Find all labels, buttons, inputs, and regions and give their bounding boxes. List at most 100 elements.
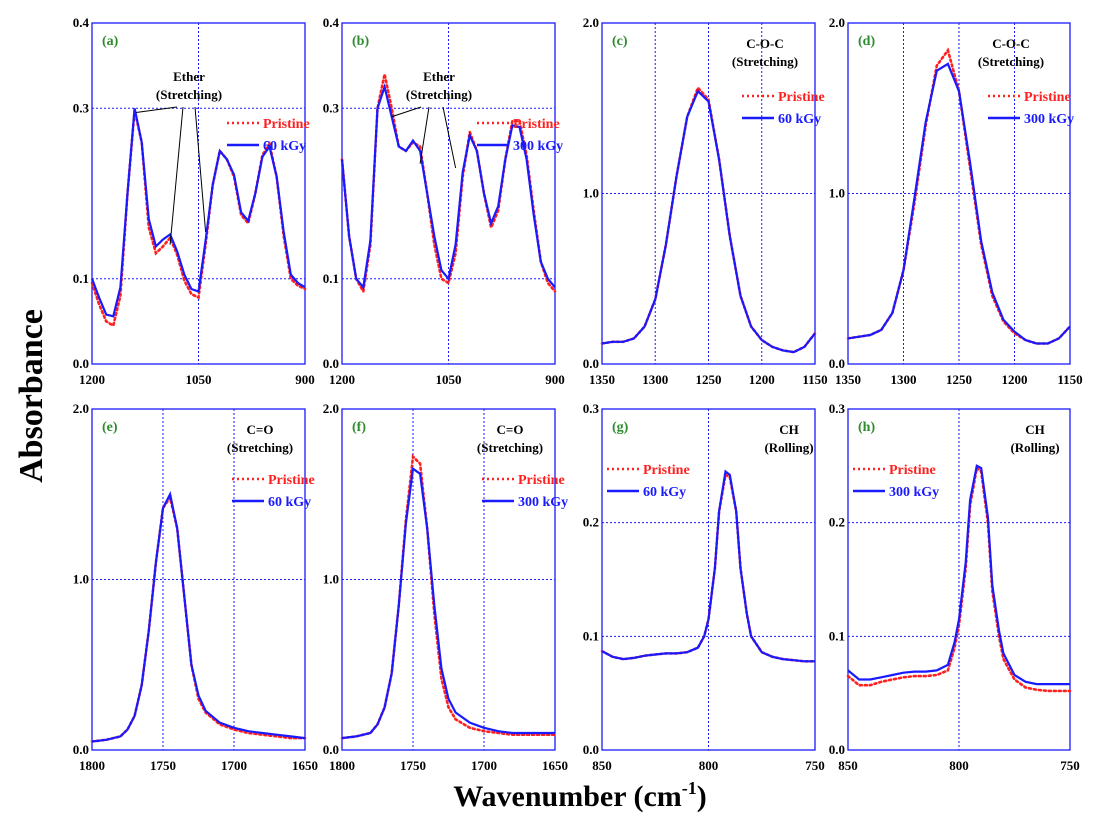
y-tick-label: 1.0 bbox=[323, 572, 339, 587]
x-tick-label: 1200 bbox=[1002, 372, 1028, 387]
x-tick-label: 1700 bbox=[471, 758, 497, 773]
y-tick-label: 1.0 bbox=[583, 186, 599, 201]
x-tick-label: 1150 bbox=[802, 372, 827, 387]
annotation-text: C-O-C bbox=[746, 36, 784, 51]
legend-label-irradiated: 60 kGy bbox=[263, 139, 306, 154]
x-axis-title-main: Wavenumber (cm bbox=[453, 780, 682, 813]
annotation-text: (Rolling) bbox=[764, 440, 813, 455]
x-tick-label: 850 bbox=[838, 758, 858, 773]
plot-frame bbox=[341, 22, 556, 365]
x-tick-label: 750 bbox=[805, 758, 825, 773]
legend-label-pristine: Pristine bbox=[518, 473, 565, 488]
y-tick-label: 0.3 bbox=[323, 100, 340, 115]
legend-label-pristine: Pristine bbox=[513, 117, 560, 132]
x-tick-label: 1350 bbox=[835, 372, 861, 387]
series-line-irradiated bbox=[91, 491, 306, 743]
plot-frame bbox=[601, 408, 816, 751]
legend-label-pristine: Pristine bbox=[778, 90, 825, 105]
legend-label-pristine: Pristine bbox=[643, 463, 690, 478]
legend-label-irradiated: 300 kGy bbox=[513, 139, 563, 154]
series-line-irradiated bbox=[90, 108, 306, 318]
panel-label: (f) bbox=[352, 420, 366, 435]
series-line-irradiated bbox=[341, 466, 555, 740]
series-line-irradiated bbox=[340, 82, 556, 290]
y-tick-label: 2.0 bbox=[583, 15, 599, 30]
x-tick-label: 1250 bbox=[696, 372, 722, 387]
x-tick-label: 1200 bbox=[79, 372, 105, 387]
panel-e: 1800 1750 1700 1650 0.0 1.0 2.0 (e) C=O (Stretchi… bbox=[73, 401, 318, 773]
annotation-text: C=O bbox=[247, 422, 274, 437]
x-tick-label: 1250 bbox=[946, 372, 972, 387]
y-tick-label: 0.1 bbox=[583, 628, 599, 643]
annotation-text: (Stretching) bbox=[227, 440, 293, 455]
x-tick-label: 1800 bbox=[79, 758, 105, 773]
annotation-text: (Rolling) bbox=[1010, 440, 1059, 455]
annotation-text: CH bbox=[779, 422, 799, 437]
plot-frame bbox=[847, 22, 1071, 365]
x-tick-label: 1200 bbox=[329, 372, 355, 387]
legend-label-irradiated: 60 kGy bbox=[268, 495, 311, 510]
panel-label: (d) bbox=[858, 34, 875, 49]
x-tick-label: 1150 bbox=[1057, 372, 1082, 387]
y-tick-label: 0.0 bbox=[583, 742, 599, 757]
legend-label-pristine: Pristine bbox=[268, 473, 315, 488]
annotation-leader-line bbox=[419, 106, 430, 164]
x-tick-label: 900 bbox=[295, 372, 315, 387]
series-line-irradiated bbox=[601, 89, 816, 354]
x-axis-title-sup: -1 bbox=[682, 778, 697, 798]
x-axis-title: Wavenumber (cm-1) bbox=[453, 778, 707, 813]
y-tick-label: 0.3 bbox=[829, 401, 846, 416]
y-tick-label: 0.0 bbox=[829, 742, 845, 757]
y-tick-label: 0.2 bbox=[583, 515, 599, 530]
annotation-text: (Stretching) bbox=[156, 87, 222, 102]
series-line-irradiated bbox=[847, 464, 1070, 686]
legend-label-pristine: Pristine bbox=[889, 463, 936, 478]
panel-g: 850 800 750 0.0 0.1 0.2 0.3 (g) CH (Rolling) Prist… bbox=[583, 401, 825, 773]
series-line-irradiated bbox=[847, 62, 1071, 345]
plot-frame bbox=[847, 408, 1071, 751]
panel-f: 1800 1750 1700 1650 0.0 1.0 2.0 (f) C=O (Stretchi… bbox=[323, 401, 568, 773]
y-tick-label: 2.0 bbox=[829, 15, 845, 30]
annotation-text: C=O bbox=[497, 422, 524, 437]
panel-label: (h) bbox=[858, 420, 875, 435]
y-tick-label: 0.4 bbox=[73, 15, 90, 30]
y-tick-label: 0.4 bbox=[323, 15, 340, 30]
x-tick-label: 1650 bbox=[292, 758, 318, 773]
y-tick-label: 0.0 bbox=[73, 742, 89, 757]
panel-label: (e) bbox=[102, 420, 118, 435]
legend-label-irradiated: 60 kGy bbox=[778, 112, 821, 127]
x-tick-label: 1750 bbox=[150, 758, 176, 773]
annotation-text: (Stretching) bbox=[477, 440, 543, 455]
panels-group: 1200 1050 900 0.0 0.1 0.3 0.4 (a) Ether (Stretchi… bbox=[73, 15, 1083, 773]
x-tick-label: 1350 bbox=[589, 372, 615, 387]
x-tick-label: 1300 bbox=[642, 372, 668, 387]
panel-b: 1200 1050 900 0.0 0.1 0.3 0.4 (b) Ether (Stretchi… bbox=[323, 15, 565, 387]
panel-d: 1350 1300 1250 1200 1150 0.0 1.0 2.0 (d) C-O-C (St… bbox=[829, 15, 1083, 387]
y-axis-title: Absorbance bbox=[13, 309, 50, 483]
x-tick-label: 750 bbox=[1060, 758, 1080, 773]
x-tick-label: 850 bbox=[592, 758, 612, 773]
legend-label-pristine: Pristine bbox=[263, 117, 310, 132]
x-tick-label: 900 bbox=[545, 372, 565, 387]
y-tick-label: 0.0 bbox=[73, 356, 89, 371]
panel-label: (b) bbox=[352, 34, 369, 49]
annotation-leader-line bbox=[391, 106, 422, 118]
plot-frame bbox=[341, 408, 556, 751]
y-tick-label: 0.3 bbox=[583, 401, 600, 416]
annotation-leader-line bbox=[442, 106, 457, 169]
y-tick-label: 0.0 bbox=[323, 356, 339, 371]
y-tick-label: 1.0 bbox=[829, 186, 845, 201]
y-tick-label: 2.0 bbox=[323, 401, 339, 416]
series-line-irradiated bbox=[601, 469, 815, 663]
panel-label: (a) bbox=[102, 34, 119, 49]
annotation-text: CH bbox=[1025, 422, 1045, 437]
annotation-text: (Stretching) bbox=[406, 87, 472, 102]
y-tick-label: 0.1 bbox=[73, 271, 89, 286]
legend-label-pristine: Pristine bbox=[1024, 90, 1071, 105]
panel-a: 1200 1050 900 0.0 0.1 0.3 0.4 (a) Ether (Stretchi… bbox=[73, 15, 315, 387]
x-tick-label: 1650 bbox=[542, 758, 568, 773]
annotation-text: Ether bbox=[173, 69, 205, 84]
panel-h: 850 800 750 0.0 0.1 0.2 0.3 (h) CH (Rolling) Prist… bbox=[829, 401, 1080, 773]
x-tick-label: 1050 bbox=[186, 372, 212, 387]
